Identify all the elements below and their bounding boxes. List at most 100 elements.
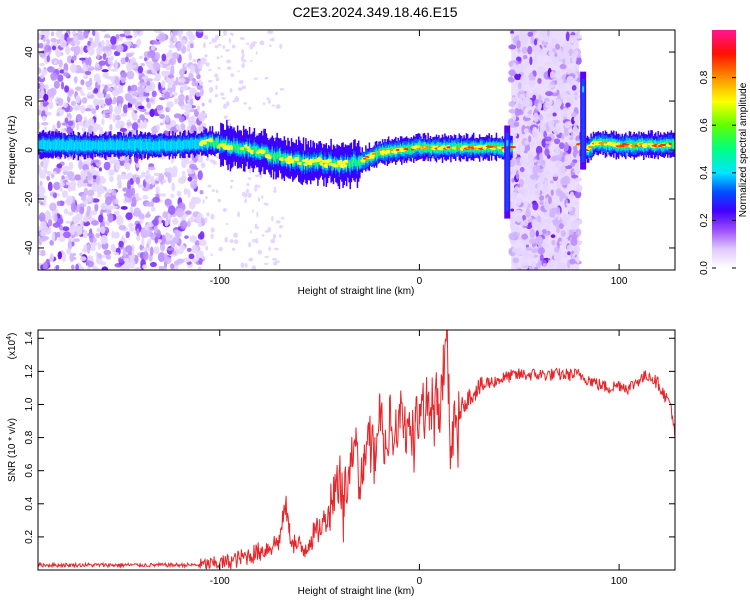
noise-speck xyxy=(73,238,80,243)
noise-speck xyxy=(147,50,156,59)
noise-speck xyxy=(523,219,529,226)
noise-speck xyxy=(529,228,536,239)
noise-speck xyxy=(71,231,75,235)
ridge-cell xyxy=(408,144,410,153)
noise-speck xyxy=(204,217,208,223)
noise-speck xyxy=(519,178,524,187)
noise-speck xyxy=(161,70,167,77)
noise-speck xyxy=(210,253,214,257)
noise-speck xyxy=(179,78,186,83)
noise-speck xyxy=(75,94,81,104)
noise-speck xyxy=(159,122,164,126)
noise-speck xyxy=(248,257,254,262)
noise-speck xyxy=(73,220,78,225)
noise-speck xyxy=(70,180,77,189)
ridge-cell xyxy=(121,141,124,151)
noise-speck xyxy=(556,160,562,168)
noise-speck xyxy=(186,247,192,253)
y-tick-label: 0 xyxy=(24,147,35,153)
noise-speck xyxy=(257,196,261,203)
noise-speck xyxy=(40,73,45,79)
noise-speck xyxy=(152,196,160,203)
noise-speck xyxy=(517,144,522,148)
ridge-cell xyxy=(673,141,675,149)
ridge-cell xyxy=(278,150,281,159)
noise-speck xyxy=(83,215,89,223)
noise-speck xyxy=(42,101,49,106)
noise-speck xyxy=(512,257,519,264)
noise-speck xyxy=(103,236,108,243)
noise-speck xyxy=(514,73,522,81)
noise-speck xyxy=(529,265,534,270)
noise-speck xyxy=(96,46,103,55)
snr-point xyxy=(447,328,448,329)
ridge-cell xyxy=(123,138,125,151)
noise-speck xyxy=(196,105,201,112)
noise-speck xyxy=(573,94,582,99)
noise-speck xyxy=(72,104,78,111)
noise-speck xyxy=(272,190,277,193)
noise-speck xyxy=(70,63,77,73)
noise-speck xyxy=(195,217,202,224)
chart-title: C2E3.2024.349.18.46.E15 xyxy=(292,4,457,20)
ridge-cell xyxy=(57,138,59,151)
noise-speck xyxy=(58,30,63,34)
noise-speck xyxy=(254,186,258,192)
snr-y-label: SNR (10 * v/v) xyxy=(7,418,18,482)
snr-point xyxy=(462,403,464,406)
noise-speck xyxy=(198,266,202,270)
noise-speck xyxy=(539,173,545,184)
ridge-cell xyxy=(336,160,338,167)
noise-speck xyxy=(537,77,542,84)
snr-point xyxy=(628,387,630,389)
noise-speck xyxy=(187,176,193,182)
ridge-cell xyxy=(256,147,258,156)
noise-speck xyxy=(83,74,89,80)
noise-speck xyxy=(527,46,533,55)
ridge-cell xyxy=(43,140,46,150)
noise-speck xyxy=(99,254,108,258)
noise-speck xyxy=(275,91,278,96)
noise-speck xyxy=(516,267,522,270)
ridge-cell xyxy=(107,140,109,151)
ridge-cell xyxy=(259,150,262,158)
snr-point xyxy=(608,387,610,389)
ridge-cell xyxy=(85,140,88,151)
noise-speck xyxy=(196,73,201,80)
noise-speck xyxy=(173,80,179,86)
colorbar-gradient xyxy=(712,30,736,268)
noise-speck xyxy=(131,110,136,119)
noise-speck xyxy=(108,175,114,183)
snr-x-label: Height of straight line (km) xyxy=(298,586,415,597)
ridge-cell xyxy=(106,141,108,150)
noise-speck xyxy=(105,196,112,206)
ridge-cell xyxy=(125,140,127,151)
noise-speck xyxy=(231,33,234,37)
ridge-cell xyxy=(95,139,98,150)
noise-speck xyxy=(573,89,582,93)
noise-speck xyxy=(561,237,569,243)
noise-speck xyxy=(545,91,554,97)
noise-speck xyxy=(512,115,517,122)
noise-speck xyxy=(167,74,175,79)
ridge-cell xyxy=(356,162,359,169)
noise-speck xyxy=(97,253,102,259)
noise-speck xyxy=(107,83,114,87)
noise-speck xyxy=(38,248,42,256)
noise-speck xyxy=(67,171,75,179)
noise-speck xyxy=(67,211,74,216)
noise-speck xyxy=(43,93,49,102)
noise-speck xyxy=(117,120,126,128)
noise-speck xyxy=(154,236,159,244)
noise-speck xyxy=(572,245,581,253)
ridge-cell xyxy=(360,158,362,166)
noise-speck xyxy=(61,175,65,180)
ridge-cell xyxy=(274,152,276,161)
noise-speck xyxy=(184,104,191,108)
noise-speck xyxy=(126,121,133,127)
noise-speck xyxy=(120,206,128,210)
noise-speck xyxy=(525,246,533,251)
noise-speck xyxy=(565,31,570,42)
colorbar-tick-label: 0.2 xyxy=(699,213,710,227)
